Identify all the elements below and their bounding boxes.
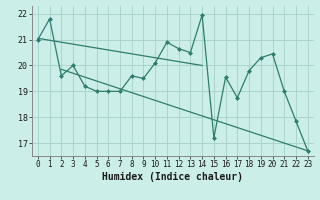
X-axis label: Humidex (Indice chaleur): Humidex (Indice chaleur): [102, 172, 243, 182]
